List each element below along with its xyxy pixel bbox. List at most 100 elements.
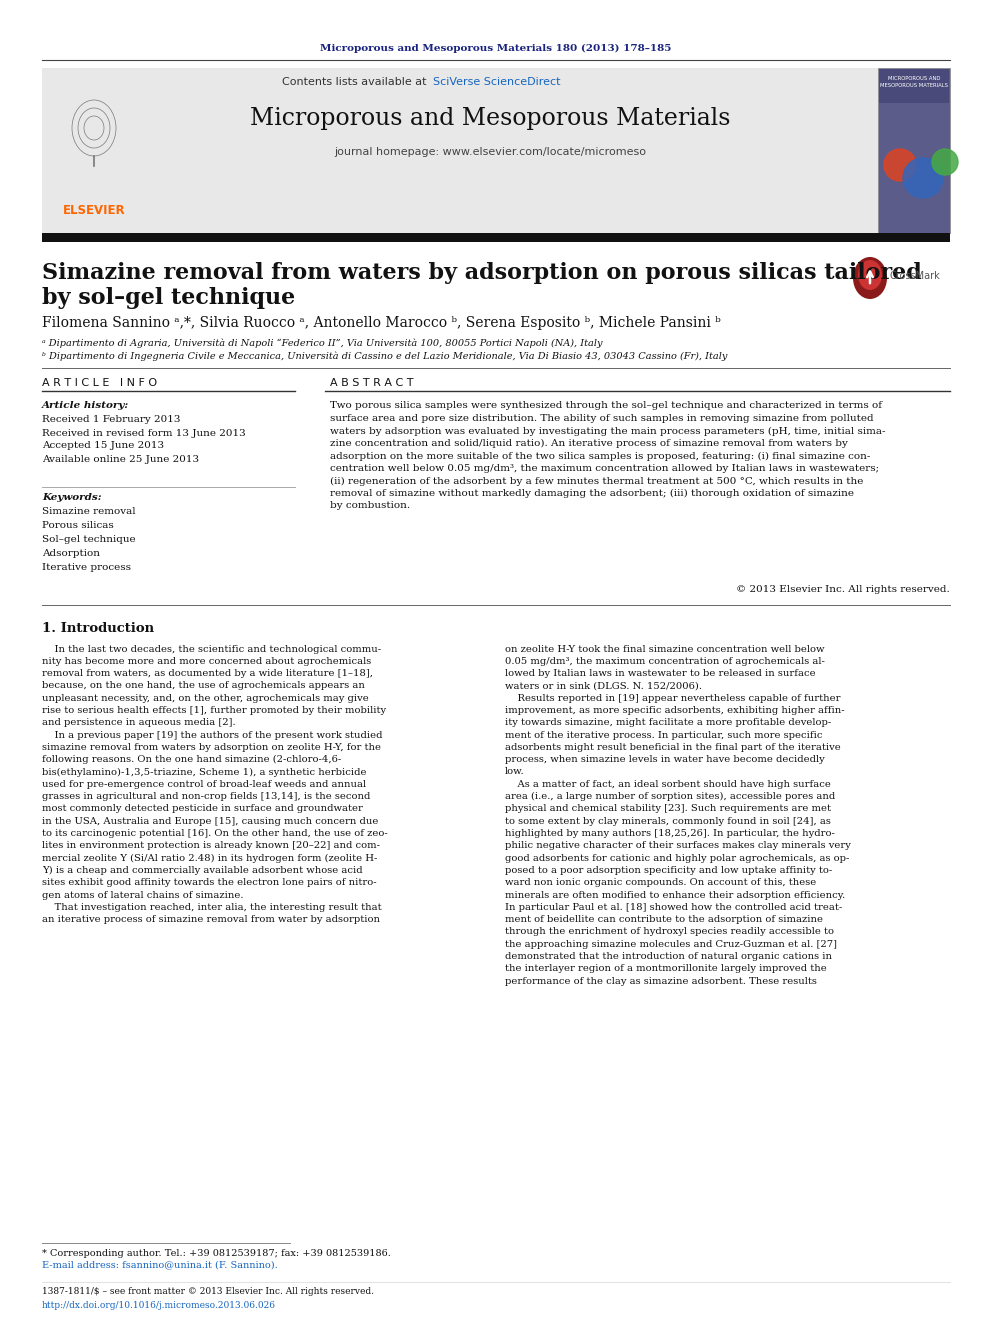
Text: As a matter of fact, an ideal sorbent should have high surface: As a matter of fact, an ideal sorbent sh… xyxy=(505,779,831,789)
Text: lowed by Italian laws in wastewater to be released in surface: lowed by Italian laws in wastewater to b… xyxy=(505,669,815,679)
Text: gen atoms of lateral chains of simazine.: gen atoms of lateral chains of simazine. xyxy=(42,890,243,900)
Text: philic negative character of their surfaces makes clay minerals very: philic negative character of their surfa… xyxy=(505,841,851,851)
Text: CrossMark: CrossMark xyxy=(890,271,940,280)
Text: rise to serious health effects [1], further promoted by their mobility: rise to serious health effects [1], furt… xyxy=(42,706,386,714)
Text: waters by adsorption was evaluated by investigating the main process parameters : waters by adsorption was evaluated by in… xyxy=(330,426,886,435)
Text: because, on the one hand, the use of agrochemicals appears an: because, on the one hand, the use of agr… xyxy=(42,681,365,691)
Text: physical and chemical stability [23]. Such requirements are met: physical and chemical stability [23]. Su… xyxy=(505,804,831,814)
Text: Porous silicas: Porous silicas xyxy=(42,521,114,531)
Text: process, when simazine levels in water have become decidedly: process, when simazine levels in water h… xyxy=(505,755,824,765)
Text: bis(ethylamino)-1,3,5-triazine, Scheme 1), a synthetic herbicide: bis(ethylamino)-1,3,5-triazine, Scheme 1… xyxy=(42,767,366,777)
Text: Received 1 February 2013: Received 1 February 2013 xyxy=(42,415,181,425)
Text: That investigation reached, inter alia, the interesting result that: That investigation reached, inter alia, … xyxy=(42,902,382,912)
Text: performance of the clay as simazine adsorbent. These results: performance of the clay as simazine adso… xyxy=(505,976,816,986)
Text: by combustion.: by combustion. xyxy=(330,501,410,511)
Ellipse shape xyxy=(853,257,887,299)
Text: Iterative process: Iterative process xyxy=(42,564,131,573)
Text: E-mail address: fsannino@unina.it (F. Sannino).: E-mail address: fsannino@unina.it (F. Sa… xyxy=(42,1261,278,1270)
Text: minerals are often modified to enhance their adsorption efficiency.: minerals are often modified to enhance t… xyxy=(505,890,845,900)
Text: zine concentration and solid/liquid ratio). An iterative process of simazine rem: zine concentration and solid/liquid rati… xyxy=(330,439,848,448)
Text: Article history:: Article history: xyxy=(42,401,129,410)
Text: Two porous silica samples were synthesized through the sol–gel technique and cha: Two porous silica samples were synthesiz… xyxy=(330,401,882,410)
Text: Microporous and Mesoporous Materials 180 (2013) 178–185: Microporous and Mesoporous Materials 180… xyxy=(320,44,672,53)
Text: 1387-1811/$ – see front matter © 2013 Elsevier Inc. All rights reserved.: 1387-1811/$ – see front matter © 2013 El… xyxy=(42,1287,374,1297)
Text: A B S T R A C T: A B S T R A C T xyxy=(330,378,414,388)
Text: http://dx.doi.org/10.1016/j.micromeso.2013.06.026: http://dx.doi.org/10.1016/j.micromeso.20… xyxy=(42,1301,276,1310)
Text: good adsorbents for cationic and highly polar agrochemicals, as op-: good adsorbents for cationic and highly … xyxy=(505,853,849,863)
Text: Filomena Sannino ᵃ,*, Silvia Ruocco ᵃ, Antonello Marocco ᵇ, Serena Esposito ᵇ, M: Filomena Sannino ᵃ,*, Silvia Ruocco ᵃ, A… xyxy=(42,316,721,329)
Text: highlighted by many authors [18,25,26]. In particular, the hydro-: highlighted by many authors [18,25,26]. … xyxy=(505,830,835,837)
Text: Simazine removal from waters by adsorption on porous silicas tailored: Simazine removal from waters by adsorpti… xyxy=(42,262,922,284)
Text: demonstrated that the introduction of natural organic cations in: demonstrated that the introduction of na… xyxy=(505,953,832,960)
Text: the interlayer region of a montmorillonite largely improved the: the interlayer region of a montmorilloni… xyxy=(505,964,826,974)
Text: ity towards simazine, might facilitate a more profitable develop-: ity towards simazine, might facilitate a… xyxy=(505,718,831,728)
Circle shape xyxy=(932,149,958,175)
Text: adsorption on the more suitable of the two silica samples is proposed, featuring: adsorption on the more suitable of the t… xyxy=(330,451,870,460)
Text: ELSEVIER: ELSEVIER xyxy=(62,204,125,217)
Text: in the USA, Australia and Europe [15], causing much concern due: in the USA, Australia and Europe [15], c… xyxy=(42,816,378,826)
Ellipse shape xyxy=(858,261,882,290)
Bar xyxy=(42,233,950,242)
Text: MICROPOROUS AND
MESOPOROUS MATERIALS: MICROPOROUS AND MESOPOROUS MATERIALS xyxy=(880,77,948,87)
Text: In particular Paul et al. [18] showed how the controlled acid treat-: In particular Paul et al. [18] showed ho… xyxy=(505,902,842,912)
Text: unpleasant necessity, and, on the other, agrochemicals may give: unpleasant necessity, and, on the other,… xyxy=(42,693,369,703)
Text: Received in revised form 13 June 2013: Received in revised form 13 June 2013 xyxy=(42,429,246,438)
Text: sites exhibit good affinity towards the electron lone pairs of nitro-: sites exhibit good affinity towards the … xyxy=(42,878,377,888)
Bar xyxy=(878,67,950,233)
Text: following reasons. On the one hand simazine (2-chloro-4,6-: following reasons. On the one hand simaz… xyxy=(42,755,341,765)
Text: the approaching simazine molecules and Cruz-Guzman et al. [27]: the approaching simazine molecules and C… xyxy=(505,939,837,949)
Text: ward non ionic organic compounds. On account of this, these: ward non ionic organic compounds. On acc… xyxy=(505,878,816,888)
Text: an iterative process of simazine removal from water by adsorption: an iterative process of simazine removal… xyxy=(42,916,380,923)
Text: adsorbents might result beneficial in the final part of the iterative: adsorbents might result beneficial in th… xyxy=(505,744,841,751)
Text: most commonly detected pesticide in surface and groundwater: most commonly detected pesticide in surf… xyxy=(42,804,363,814)
Text: surface area and pore size distribution. The ability of such samples in removing: surface area and pore size distribution.… xyxy=(330,414,874,423)
Text: 1. Introduction: 1. Introduction xyxy=(42,622,154,635)
Text: A R T I C L E   I N F O: A R T I C L E I N F O xyxy=(42,378,157,388)
Text: Y) is a cheap and commercially available adsorbent whose acid: Y) is a cheap and commercially available… xyxy=(42,865,363,875)
Text: * Corresponding author. Tel.: +39 0812539187; fax: +39 0812539186.: * Corresponding author. Tel.: +39 081253… xyxy=(42,1249,391,1257)
Text: Available online 25 June 2013: Available online 25 June 2013 xyxy=(42,455,199,463)
Text: area (i.e., a large number of sorption sites), accessible pores and: area (i.e., a large number of sorption s… xyxy=(505,792,835,802)
Text: Adsorption: Adsorption xyxy=(42,549,100,558)
Text: 0.05 mg/dm³, the maximum concentration of agrochemicals al-: 0.05 mg/dm³, the maximum concentration o… xyxy=(505,656,825,665)
Text: SciVerse ScienceDirect: SciVerse ScienceDirect xyxy=(433,77,560,87)
Text: improvement, as more specific adsorbents, exhibiting higher affin-: improvement, as more specific adsorbents… xyxy=(505,706,844,714)
Text: removal of simazine without markedly damaging the adsorbent; (iii) thorough oxid: removal of simazine without markedly dam… xyxy=(330,490,854,497)
Text: simazine removal from waters by adsorption on zeolite H-Y, for the: simazine removal from waters by adsorpti… xyxy=(42,744,381,751)
Text: posed to a poor adsorption specificity and low uptake affinity to-: posed to a poor adsorption specificity a… xyxy=(505,865,832,875)
Text: Contents lists available at: Contents lists available at xyxy=(282,77,430,87)
Text: Keywords:: Keywords: xyxy=(42,493,101,503)
Text: through the enrichment of hydroxyl species readily accessible to: through the enrichment of hydroxyl speci… xyxy=(505,927,834,937)
Text: on zeolite H-Y took the final simazine concentration well below: on zeolite H-Y took the final simazine c… xyxy=(505,644,824,654)
Text: Sol–gel technique: Sol–gel technique xyxy=(42,536,136,545)
Text: waters or in sink (DLGS. N. 152/2006).: waters or in sink (DLGS. N. 152/2006). xyxy=(505,681,702,691)
Text: (ii) regeneration of the adsorbent by a few minutes thermal treatment at 500 °C,: (ii) regeneration of the adsorbent by a … xyxy=(330,476,863,486)
Circle shape xyxy=(884,149,916,181)
Text: Microporous and Mesoporous Materials: Microporous and Mesoporous Materials xyxy=(250,106,730,130)
Text: lites in environment protection is already known [20–22] and com-: lites in environment protection is alrea… xyxy=(42,841,380,851)
Circle shape xyxy=(903,157,943,198)
Text: In a previous paper [19] the authors of the present work studied: In a previous paper [19] the authors of … xyxy=(42,730,383,740)
Text: used for pre-emergence control of broad-leaf weeds and annual: used for pre-emergence control of broad-… xyxy=(42,779,366,789)
Text: and persistence in aqueous media [2].: and persistence in aqueous media [2]. xyxy=(42,718,236,728)
Text: grasses in agricultural and non-crop fields [13,14], is the second: grasses in agricultural and non-crop fie… xyxy=(42,792,370,802)
Text: © 2013 Elsevier Inc. All rights reserved.: © 2013 Elsevier Inc. All rights reserved… xyxy=(736,586,950,594)
Text: ᵃ Dipartimento di Agraria, Università di Napoli “Federico II”, Via Università 10: ᵃ Dipartimento di Agraria, Università di… xyxy=(42,339,602,348)
Text: nity has become more and more concerned about agrochemicals: nity has become more and more concerned … xyxy=(42,656,371,665)
Text: low.: low. xyxy=(505,767,525,777)
Text: Simazine removal: Simazine removal xyxy=(42,508,136,516)
Text: to some extent by clay minerals, commonly found in soil [24], as: to some extent by clay minerals, commonl… xyxy=(505,816,831,826)
Text: centration well below 0.05 mg/dm³, the maximum concentration allowed by Italian : centration well below 0.05 mg/dm³, the m… xyxy=(330,464,879,474)
Text: to its carcinogenic potential [16]. On the other hand, the use of zeo-: to its carcinogenic potential [16]. On t… xyxy=(42,830,388,837)
Text: ment of beidellite can contribute to the adsorption of simazine: ment of beidellite can contribute to the… xyxy=(505,916,823,923)
Text: Results reported in [19] appear nevertheless capable of further: Results reported in [19] appear neverthe… xyxy=(505,693,840,703)
Text: Accepted 15 June 2013: Accepted 15 June 2013 xyxy=(42,442,164,451)
Text: removal from waters, as documented by a wide literature [1–18],: removal from waters, as documented by a … xyxy=(42,669,373,679)
Text: ment of the iterative process. In particular, such more specific: ment of the iterative process. In partic… xyxy=(505,730,822,740)
Text: ᵇ Dipartimento di Ingegneria Civile e Meccanica, Università di Cassino e del Laz: ᵇ Dipartimento di Ingegneria Civile e Me… xyxy=(42,351,727,361)
Text: journal homepage: www.elsevier.com/locate/micromeso: journal homepage: www.elsevier.com/locat… xyxy=(334,147,646,157)
Text: In the last two decades, the scientific and technological commu-: In the last two decades, the scientific … xyxy=(42,644,381,654)
Text: by sol–gel technique: by sol–gel technique xyxy=(42,287,296,310)
Bar xyxy=(42,67,950,233)
Bar xyxy=(879,69,949,103)
